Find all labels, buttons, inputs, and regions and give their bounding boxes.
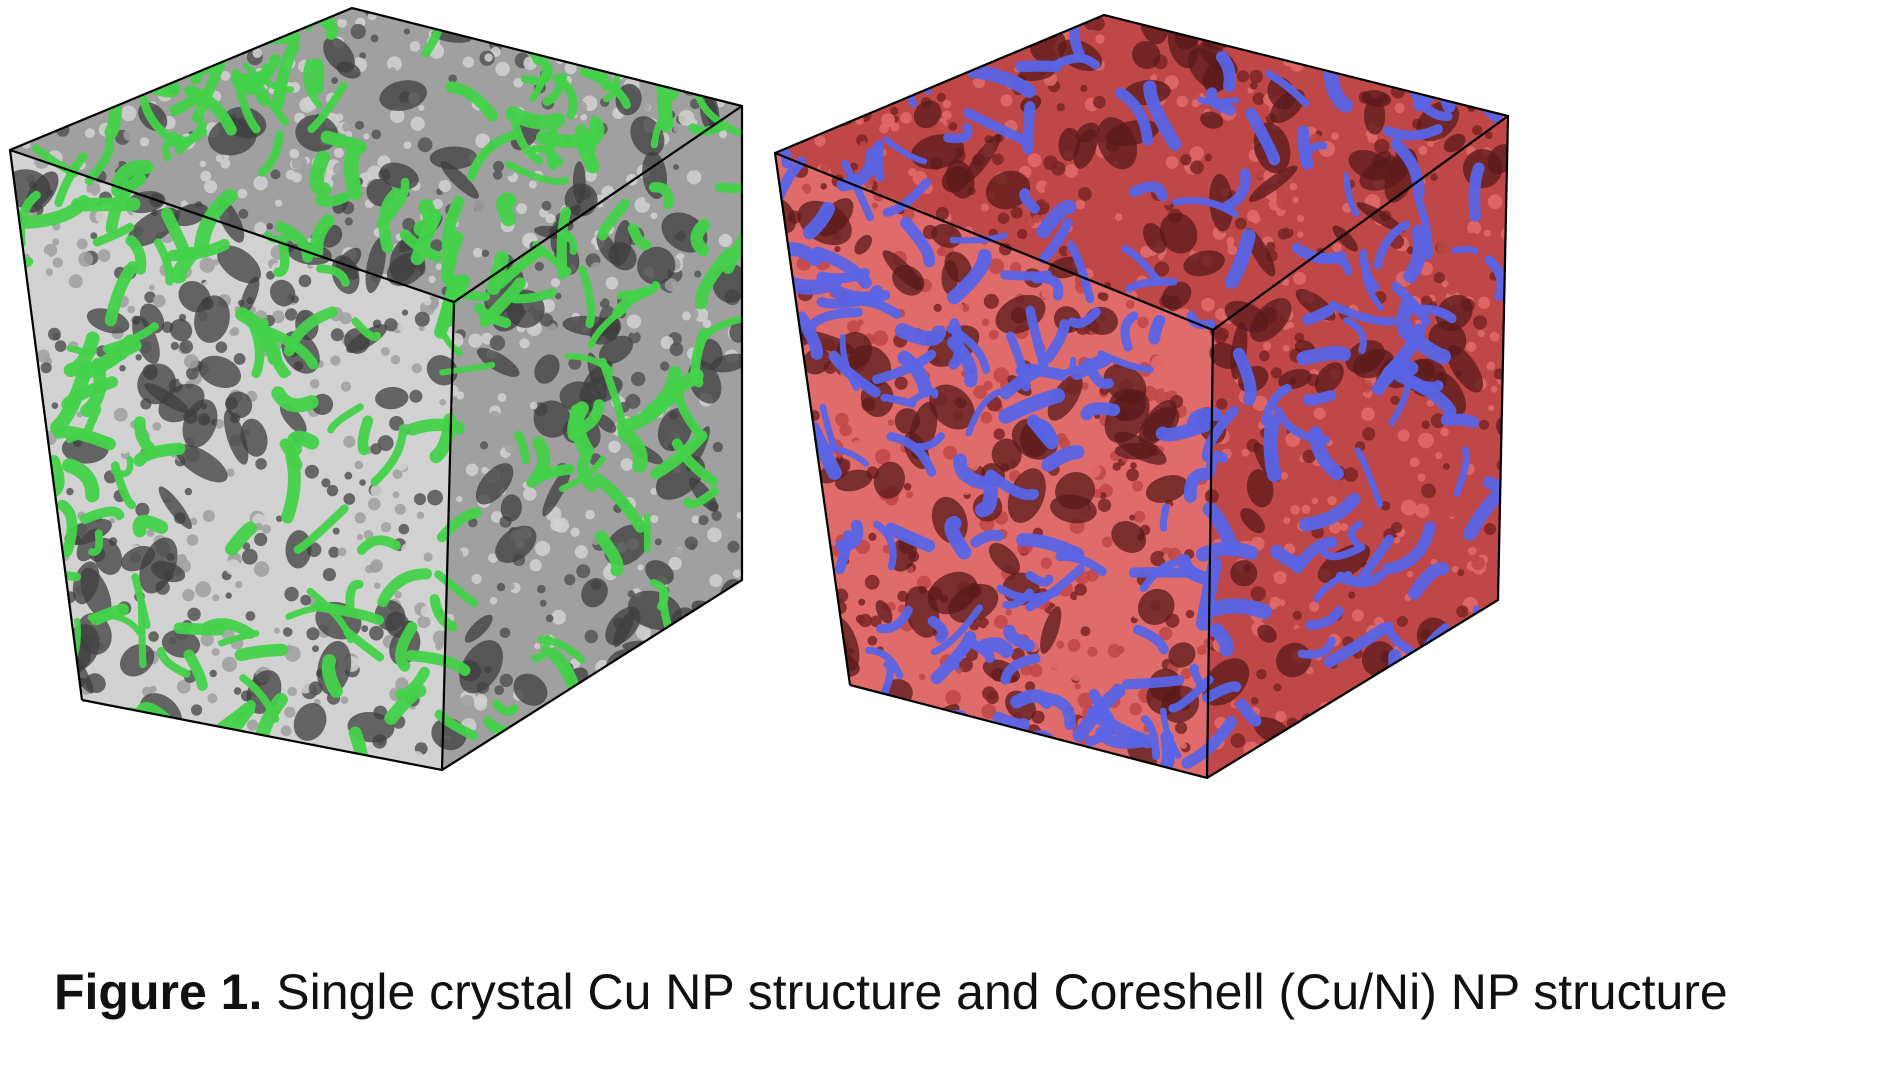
single-crystal-cu-np-cube (8, 6, 744, 772)
cube-edges (8, 6, 744, 772)
cube-edges (773, 13, 1510, 780)
figure-area (8, 6, 1510, 780)
caption-text: Single crystal Cu NP structure and Cores… (262, 964, 1728, 1020)
coreshell-cu-ni-np-cube (773, 13, 1510, 780)
figure-caption: Figure 1. Single crystal Cu NP structure… (54, 952, 1854, 1032)
caption-label: Figure 1. (54, 964, 263, 1020)
figure-panels (8, 6, 1510, 780)
porous-texture (775, 15, 1508, 778)
